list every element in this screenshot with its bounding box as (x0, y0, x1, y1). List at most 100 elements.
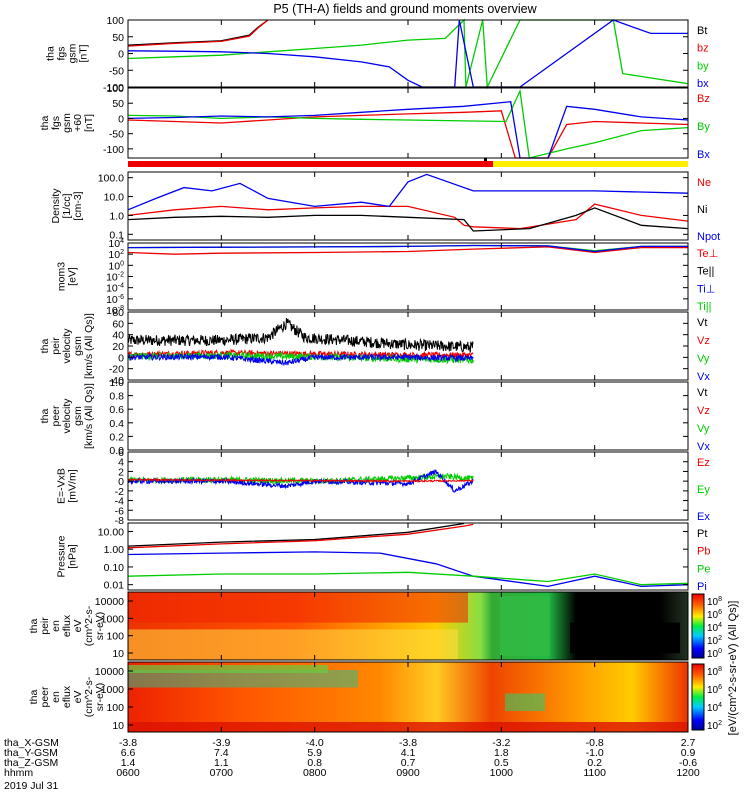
x-tick-label: 1.1 (214, 757, 229, 769)
x-tick-label: 7.4 (214, 747, 229, 759)
y-axis-label: [cm-3] (72, 191, 84, 220)
y-axis-label: gsm (72, 336, 84, 356)
date-label: 2019 Jul 31 (4, 780, 58, 792)
series-by-line (127, 18, 689, 90)
y-tick-label: 6 (118, 447, 124, 459)
y-tick-label: -6 (115, 505, 124, 517)
legend-label: Ez (697, 457, 710, 469)
y-axis-label: gsm (72, 406, 84, 426)
spectrogram-band (505, 693, 545, 711)
y-tick-label: 10 (112, 720, 124, 732)
y-tick-label: 50 (112, 98, 124, 110)
series-ti-line (127, 244, 688, 253)
x-tick-label: 0900 (396, 767, 420, 779)
y-tick-label: 4 (118, 457, 124, 469)
legend-label: Bt (697, 25, 707, 37)
y-tick-label: -2 (115, 486, 124, 498)
x-tick-label: -3.9 (212, 737, 230, 749)
panel-peer: 108 106 104 102 10000 1000 100 10 tha peer en eflux… (28, 661, 722, 733)
x-tick-label: 1100 (583, 767, 606, 779)
y-tick-label: -20 (109, 364, 124, 376)
y-tick-label: 1.0 (109, 377, 124, 389)
y-axis-label: eV (72, 620, 84, 633)
legend-label: Bx (697, 149, 710, 161)
panel-fgs: 100 50 0 -50 -100 tha fgs gsm [nT] Bt bz by bx (45, 15, 710, 94)
series-pi-line (127, 551, 689, 588)
y-axis-label: [1/cc] (61, 193, 73, 218)
y-tick-label: 10.0 (104, 192, 125, 204)
x-tick-label: 4.1 (401, 747, 416, 759)
y-axis-label: tha (39, 116, 51, 131)
y-tick-label: 1.00 (104, 544, 125, 556)
y-tick-label: -50 (109, 129, 124, 141)
status-bar-marker (484, 158, 487, 161)
series-bx-line (127, 19, 688, 88)
legend-label: By (697, 121, 710, 133)
y-tick-label: 10.00 (98, 526, 124, 538)
x-tick-label: -0.8 (586, 737, 604, 749)
colorbar (691, 663, 705, 731)
legend-label: bx (697, 78, 709, 90)
y-axis-label: (cm^2-s- (83, 676, 95, 717)
spectrogram-band (128, 665, 328, 673)
plot-title: P5 (TH-A) fields and ground moments over… (273, 2, 537, 16)
series-bz-line (127, 110, 689, 159)
y-tick-label: -40 (109, 375, 124, 387)
y-tick-label: 0.10 (104, 562, 125, 574)
y-tick-label: 0 (118, 49, 124, 61)
y-axis-label: [km/s (All Qs)] (83, 383, 95, 449)
panel-frame (127, 451, 689, 521)
x-tick-label: 0.8 (307, 757, 322, 769)
y-axis-label: [nPa] (67, 544, 79, 569)
colorbar-tick-label: 106 (707, 609, 722, 621)
y-tick-label: -100 (103, 82, 124, 94)
panel-frame (127, 19, 689, 88)
colorbar-tick-label: 106 (707, 684, 722, 696)
x-axis-row-label: tha_Y-GSM (4, 747, 58, 759)
legend-label: Vy (697, 353, 710, 365)
y-axis-label: [nT] (78, 44, 90, 62)
y-axis-label: [nT] (83, 114, 95, 132)
x-tick-label: 0700 (210, 767, 234, 779)
y-axis-label: peir (50, 337, 62, 355)
series-ne-line (127, 203, 689, 230)
x-axis-row-label: tha_Z-GSM (4, 757, 58, 769)
y-tick-label: -50 (109, 65, 124, 77)
x-tick-label: 0.2 (587, 757, 602, 769)
legend-label: Ne (697, 177, 711, 189)
y-axis-label: tha (39, 339, 51, 354)
x-tick-label: 1.8 (494, 747, 509, 759)
legend-label: bz (697, 43, 709, 55)
legend-label: Ti⊥ (697, 283, 715, 295)
y-tick-label: 0.4 (109, 418, 124, 430)
legend-label: Vx (697, 441, 710, 453)
y-tick-label: 1000 (101, 613, 125, 625)
spectrogram-band (128, 592, 468, 623)
y-tick-label: 40 (112, 330, 124, 342)
x-tick-label: -3.8 (399, 737, 417, 749)
legend-label: Vt (697, 317, 707, 329)
colorbar-tick-label: 102 (707, 720, 722, 732)
y-tick-label: -8 (115, 515, 124, 527)
colorbar-tick-label: 108 (707, 666, 722, 678)
colorbar-tick-label: 108 (707, 596, 722, 608)
x-tick-label: -4.0 (306, 737, 324, 749)
x-tick-label: 0600 (116, 767, 140, 779)
x-tick-label: 0.7 (401, 757, 416, 769)
status-bar-red (128, 161, 493, 167)
y-tick-label: 20 (112, 341, 124, 353)
series-vx-line (127, 352, 474, 367)
panel-density: 100.0 10.0 1.0 0.1 Density [1/cc] [cm-3] Ne Ni Np… (50, 171, 720, 243)
y-tick-label: 2 (118, 466, 124, 478)
x-tick-label: 2.7 (681, 737, 696, 749)
x-axis-row-label: hhmm (4, 767, 33, 779)
y-tick-label: 1000 (101, 684, 125, 696)
legend-label: Pi (697, 581, 707, 593)
series-bt-line (127, 19, 269, 46)
y-tick-label: 1.0 (109, 210, 124, 222)
x-axis-row-label: tha_X-GSM (4, 737, 59, 749)
series-pe-line (127, 571, 689, 586)
series-vt-line (127, 317, 474, 353)
